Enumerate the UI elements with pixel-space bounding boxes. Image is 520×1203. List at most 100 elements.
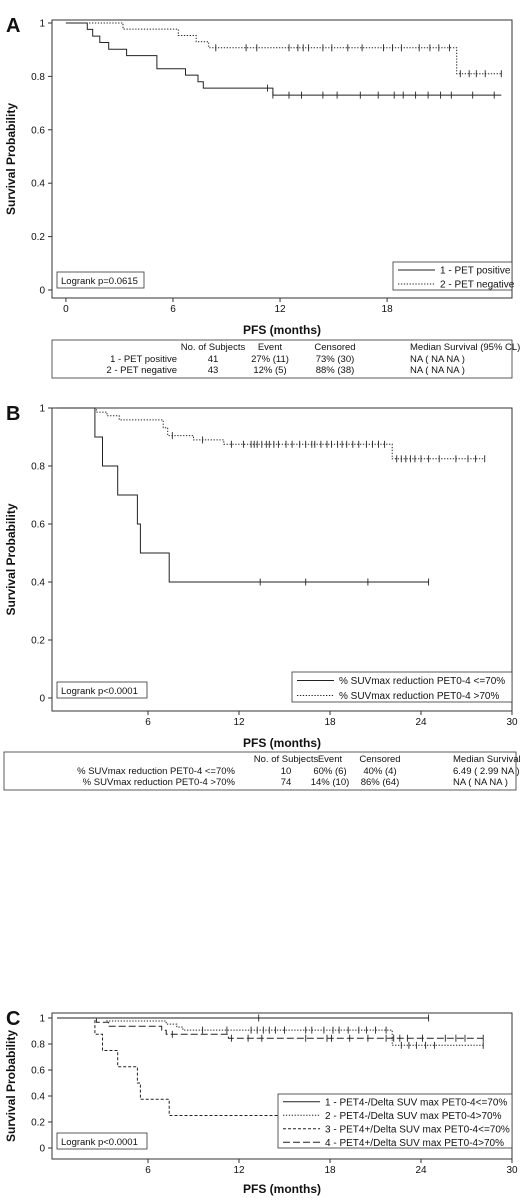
plot-frame: [51, 1012, 513, 1160]
x-axis-title: PFS (months): [243, 1182, 321, 1196]
series-2: [65, 22, 502, 78]
table-cell: 73% (30): [316, 354, 355, 365]
x-tick-label: 30: [506, 1165, 518, 1176]
logrank-box: [56, 271, 145, 289]
x-tick-label: 18: [382, 304, 394, 315]
table-cell: 6.49 ( 2.99 NA ): [453, 766, 520, 777]
logrank-box: [56, 681, 148, 699]
y-tick-label: 0.8: [31, 1040, 45, 1051]
legend-label: 1 - PET positive: [440, 266, 511, 277]
series-1: [57, 407, 430, 586]
x-tick-label: 24: [415, 717, 427, 728]
table-cell: NA ( NA NA ): [453, 777, 508, 788]
table-cell: NA ( NA NA ): [410, 354, 465, 365]
table-cell: 1 - PET positive: [110, 354, 177, 365]
table-header: Median Survival (95% CL): [410, 342, 520, 353]
y-tick-label: 0.6: [31, 125, 45, 136]
x-tick-label: 18: [324, 1165, 336, 1176]
y-axis-title: Survival Probability: [4, 103, 18, 215]
logrank-text: Logrank p=0.0615: [61, 276, 138, 287]
series-1: [65, 22, 502, 99]
y-tick-label: 0.8: [31, 462, 45, 473]
y-tick-label: 0.2: [31, 636, 45, 647]
x-tick-label: 30: [506, 717, 518, 728]
panel-letter: C: [6, 1008, 20, 1030]
y-tick-label: 0.4: [31, 179, 45, 190]
survival-curve: [65, 22, 502, 96]
x-axis-title: PFS (months): [243, 323, 321, 337]
summary-table-b: No. of Subjects Event Censored Median Survi…: [3, 751, 520, 791]
table-cell: 41: [208, 354, 219, 365]
x-tick-label: 0: [63, 304, 69, 315]
legend: % SUVmax reduction PET0-4 <=70% % SUVmax …: [291, 671, 513, 703]
survival-curve: [57, 1017, 484, 1039]
table-cell: 2 - PET negative: [106, 365, 177, 376]
legend-label: 2 - PET4-/Delta SUV max PET0-4>70%: [325, 1111, 502, 1122]
y-tick-label: 0.2: [31, 232, 45, 243]
table-frame: [51, 339, 513, 379]
survival-curve: [57, 1017, 373, 1116]
table-header: Censored: [359, 754, 400, 765]
x-tick-label: 6: [170, 304, 176, 315]
panel-c: C 0 0.2 0.4 0.6 0.8 1 6 12 18 24 30 Survival Probabi…: [4, 1008, 518, 1196]
y-tick-label: 1: [39, 404, 45, 415]
y-tick-label: 0.6: [31, 1066, 45, 1077]
panel-b: B 0 0.2 0.4 0.6 0.8 1 6 12 18 24 30 Survival Probabi…: [4, 403, 518, 750]
survival-curve: [57, 1017, 484, 1046]
table-cell: 12% (5): [253, 365, 286, 376]
logrank-text: Logrank p<0.0001: [61, 1137, 138, 1148]
survival-curve: [65, 22, 502, 75]
table-cell: 60% (6): [313, 766, 346, 777]
legend-label: 1 - PET4-/Delta SUV max PET0-4<=70%: [325, 1097, 507, 1108]
y-axis-title: Survival Probability: [4, 503, 18, 615]
legend-label: % SUVmax reduction PET0-4 >70%: [339, 691, 499, 702]
table-cell: NA ( NA NA ): [410, 365, 465, 376]
table-cell: 40% (4): [363, 766, 396, 777]
y-tick-label: 0.4: [31, 578, 45, 589]
table-cell: 27% (11): [251, 354, 289, 365]
table-cell: 10: [281, 766, 292, 777]
legend: 1 - PET4-/Delta SUV max PET0-4<=70% 2 - P…: [277, 1093, 513, 1149]
panel-letter: A: [6, 15, 20, 37]
table-header: Median Survival (95% CL): [453, 754, 520, 765]
plot-frame: [51, 19, 513, 299]
logrank-box: [56, 1132, 148, 1150]
x-tick-label: 6: [145, 717, 151, 728]
y-tick-label: 0.2: [31, 1118, 45, 1129]
y-tick-label: 0.6: [31, 520, 45, 531]
x-tick-label: 12: [274, 304, 286, 315]
y-tick-label: 0: [39, 694, 45, 705]
panel-a: A 0 0.2 0.4 0.6 0.8 1 0 6 12 18 Survival Probabilit…: [4, 15, 515, 337]
y-tick-label: 0: [39, 286, 45, 297]
survival-curve: [57, 407, 429, 583]
panel-letter: B: [6, 403, 20, 425]
x-tick-label: 6: [145, 1165, 151, 1176]
table-header: No. of Subjects: [181, 342, 246, 353]
legend-box: [277, 1093, 513, 1149]
table-cell: 86% (64): [361, 777, 400, 788]
x-tick-label: 24: [415, 1165, 427, 1176]
legend-label: 2 - PET negative: [440, 280, 515, 291]
table-cell: 14% (10): [311, 777, 350, 788]
table-cell: 74: [281, 777, 292, 788]
series-4: [57, 1017, 484, 1042]
x-tick-label: 12: [233, 717, 245, 728]
table-header: Event: [318, 754, 343, 765]
table-header: Censored: [314, 342, 355, 353]
table-header: No. of Subjects: [254, 754, 319, 765]
y-tick-label: 1: [39, 19, 45, 30]
legend-label: 4 - PET4+/Delta SUV max PET0-4>70%: [325, 1138, 504, 1149]
table-header: Event: [258, 342, 283, 353]
survival-curve: [57, 407, 485, 460]
table-cell: 88% (38): [316, 365, 355, 376]
table-cell: % SUVmax reduction PET0-4 >70%: [83, 777, 236, 788]
table-frame: [3, 751, 517, 791]
x-axis-title: PFS (months): [243, 736, 321, 750]
y-tick-label: 0.8: [31, 72, 45, 83]
y-axis-title: Survival Probability: [4, 1030, 18, 1142]
series-1: [57, 1014, 430, 1022]
y-tick-label: 1: [39, 1014, 45, 1025]
y-tick-label: 0.4: [31, 1092, 45, 1103]
legend-box: [392, 261, 513, 291]
